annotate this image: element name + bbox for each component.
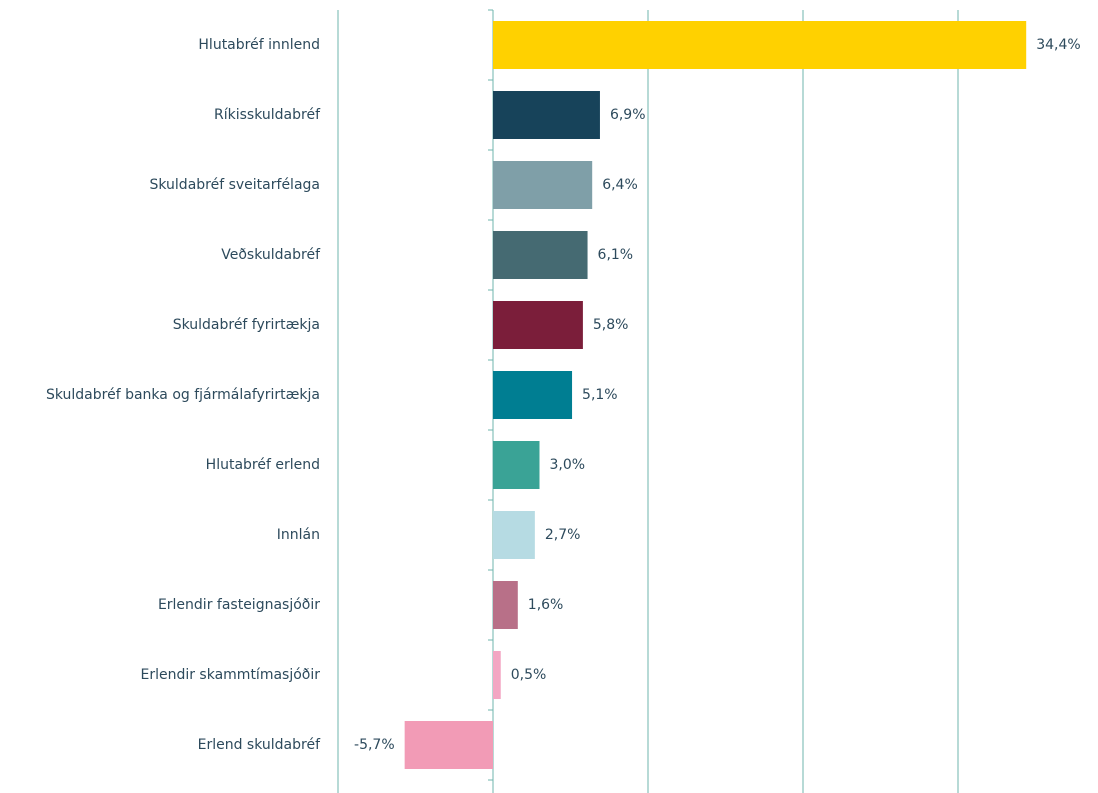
y-tick-label: Erlend skuldabréf — [198, 737, 321, 753]
y-tick-label: Skuldabréf sveitarfélaga — [149, 177, 320, 193]
bar — [493, 441, 540, 489]
value-label: 34,4% — [1036, 37, 1080, 53]
y-tick-label: Veðskuldabréf — [221, 247, 321, 263]
y-tick-label: Erlendir skammtímasjóðir — [140, 667, 320, 683]
bar — [493, 581, 518, 629]
bar — [493, 301, 583, 349]
value-label: 6,4% — [602, 177, 638, 193]
value-label: 5,8% — [593, 317, 629, 333]
bar — [493, 231, 588, 279]
bar — [493, 21, 1027, 69]
y-tick-label: Hlutabréf erlend — [206, 457, 320, 473]
bar — [493, 511, 535, 559]
y-tick-label: Ríkisskuldabréf — [214, 107, 321, 123]
value-label: 2,7% — [545, 527, 581, 543]
value-label: 5,1% — [582, 387, 618, 403]
value-label: -5,7% — [354, 737, 395, 753]
y-tick-label: Innlán — [277, 527, 320, 543]
value-label: 6,1% — [598, 247, 634, 263]
bar — [493, 651, 501, 699]
value-label: 0,5% — [511, 667, 547, 683]
bar — [404, 721, 493, 769]
y-tick-label: Skuldabréf banka og fjármálafyrirtækja — [46, 387, 320, 403]
bar — [493, 161, 593, 209]
value-label: 3,0% — [550, 457, 586, 473]
y-tick-label: Hlutabréf innlend — [198, 37, 320, 53]
value-label: 1,6% — [528, 597, 564, 613]
bar — [493, 371, 573, 419]
bar — [493, 91, 600, 139]
y-tick-label: Skuldabréf fyrirtækja — [173, 317, 320, 333]
y-tick-label: Erlendir fasteignasjóðir — [158, 597, 320, 613]
value-label: 6,9% — [610, 107, 646, 123]
